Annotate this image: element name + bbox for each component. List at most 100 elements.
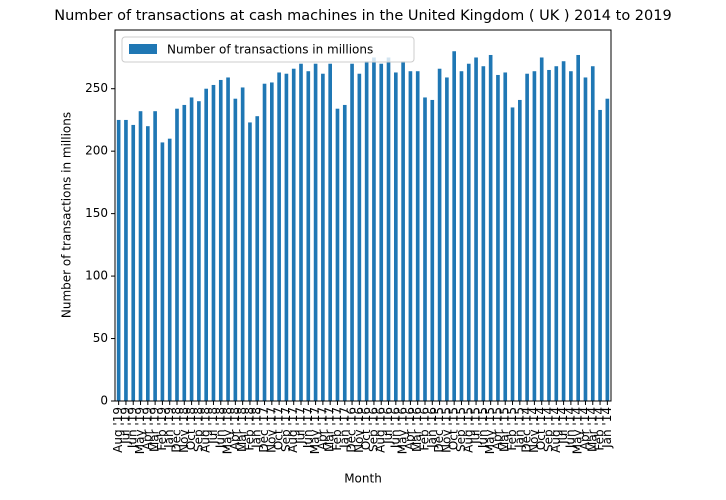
bar	[430, 99, 435, 401]
x-tick-label: Apr '18	[228, 407, 242, 450]
bar	[576, 54, 580, 402]
plot-frame	[114, 29, 612, 402]
bar	[496, 74, 500, 401]
bar	[401, 61, 405, 402]
y-tick-label: 200	[85, 144, 108, 158]
x-tick-label: Jul '17	[294, 407, 308, 445]
bar	[321, 73, 325, 402]
x-tick-label: Jul '18	[206, 407, 220, 445]
x-tick-label: Jan '18	[250, 407, 264, 449]
x-tick-label: Dec '15	[432, 407, 446, 453]
legend-label: Number of transactions in millions	[167, 43, 373, 57]
x-tick-label: Oct '16	[359, 407, 373, 450]
bar	[357, 73, 362, 402]
bar	[466, 63, 471, 402]
x-tick-label: Aug '18	[199, 407, 213, 453]
bar	[255, 116, 260, 401]
x-tick-label: Jan '16	[425, 407, 439, 449]
bar	[262, 83, 267, 401]
bar	[518, 99, 522, 401]
x-tick-label: May '17	[308, 407, 322, 454]
bar	[277, 72, 281, 402]
x-tick-label: Dec '17	[257, 407, 271, 453]
bar	[299, 63, 303, 402]
x-tick-label: Apr '17	[315, 407, 329, 450]
bar	[605, 98, 610, 401]
bar	[153, 111, 157, 402]
bar	[291, 68, 296, 401]
x-tick-label: Apr '15	[490, 407, 504, 450]
bar	[503, 72, 508, 402]
bar	[160, 142, 165, 401]
x-tick-label: Oct '15	[447, 407, 461, 450]
x-tick-label: Nov '18	[177, 407, 191, 453]
x-tick-label: Aug '16	[374, 407, 388, 453]
x-tick-label: May '19	[133, 407, 147, 454]
bar	[532, 71, 537, 401]
x-tick-label: Jul '14	[556, 407, 570, 445]
bar	[240, 87, 245, 402]
x-tick-label: Feb '17	[330, 407, 344, 451]
y-axis-label: Number of transactions in millions	[60, 112, 74, 318]
x-tick-label: Oct '17	[272, 407, 286, 450]
bar	[124, 119, 128, 401]
x-tick-label: Jul '16	[381, 407, 395, 445]
x-tick-label: Sep '15	[454, 407, 468, 452]
x-tick-label: May '16	[396, 407, 410, 454]
bar	[233, 98, 238, 401]
x-tick-label: Feb '18	[242, 407, 256, 451]
bar	[539, 57, 544, 402]
bar	[284, 73, 289, 402]
x-tick-label: Mar '15	[498, 407, 512, 452]
x-tick-label: Jul '19	[118, 407, 132, 445]
bar	[525, 73, 529, 402]
x-tick-label: Oct '14	[534, 407, 548, 450]
x-tick-label: Oct '18	[184, 407, 198, 450]
bar	[459, 71, 464, 401]
x-tick-label: Jan '17	[337, 407, 351, 449]
bar	[138, 111, 143, 402]
bar	[328, 63, 332, 402]
bar	[350, 63, 354, 402]
x-axis-label: Month	[344, 472, 382, 486]
y-tick-label: 100	[85, 269, 108, 283]
y-tick-label: 250	[85, 81, 108, 95]
bar	[116, 119, 121, 401]
x-tick-label: Jan '15	[512, 407, 526, 449]
x-tick-label: Feb '14	[593, 407, 607, 451]
x-tick-label: Nov '16	[352, 407, 366, 453]
x-tick-label: Mar '18	[235, 407, 249, 452]
x-tick-label: Jul '15	[469, 407, 483, 445]
bar	[445, 77, 449, 401]
x-tick-label: Mar '17	[323, 407, 337, 452]
bar	[270, 82, 274, 401]
y-tick-label: 150	[85, 206, 108, 220]
bar	[415, 71, 420, 401]
bar	[561, 61, 566, 402]
x-tick-label: Dec '16	[345, 407, 359, 453]
legend-swatch	[129, 44, 157, 54]
bar	[488, 54, 493, 402]
bar	[590, 66, 595, 401]
bar	[452, 51, 456, 402]
x-tick-label: Jan '19	[162, 407, 176, 449]
x-tick-label: Jun '16	[388, 407, 402, 449]
x-tick-label: Aug '15	[461, 407, 475, 453]
x-tick-label: Jun '19	[126, 407, 140, 449]
bar	[146, 126, 150, 402]
bar	[474, 57, 478, 402]
bar	[211, 84, 216, 402]
x-tick-label: Feb '15	[505, 407, 519, 451]
legend-box	[121, 36, 415, 63]
bar	[306, 71, 311, 401]
bar	[554, 66, 559, 401]
bar	[342, 104, 347, 401]
bar	[335, 108, 340, 402]
bar	[437, 68, 442, 401]
bar	[182, 104, 187, 401]
x-tick-label: Jun '14	[563, 407, 577, 449]
x-tick-label: Aug '14	[549, 407, 563, 453]
x-tick-label: Sep '16	[366, 407, 380, 452]
x-tick-label: Sep '17	[279, 407, 293, 452]
